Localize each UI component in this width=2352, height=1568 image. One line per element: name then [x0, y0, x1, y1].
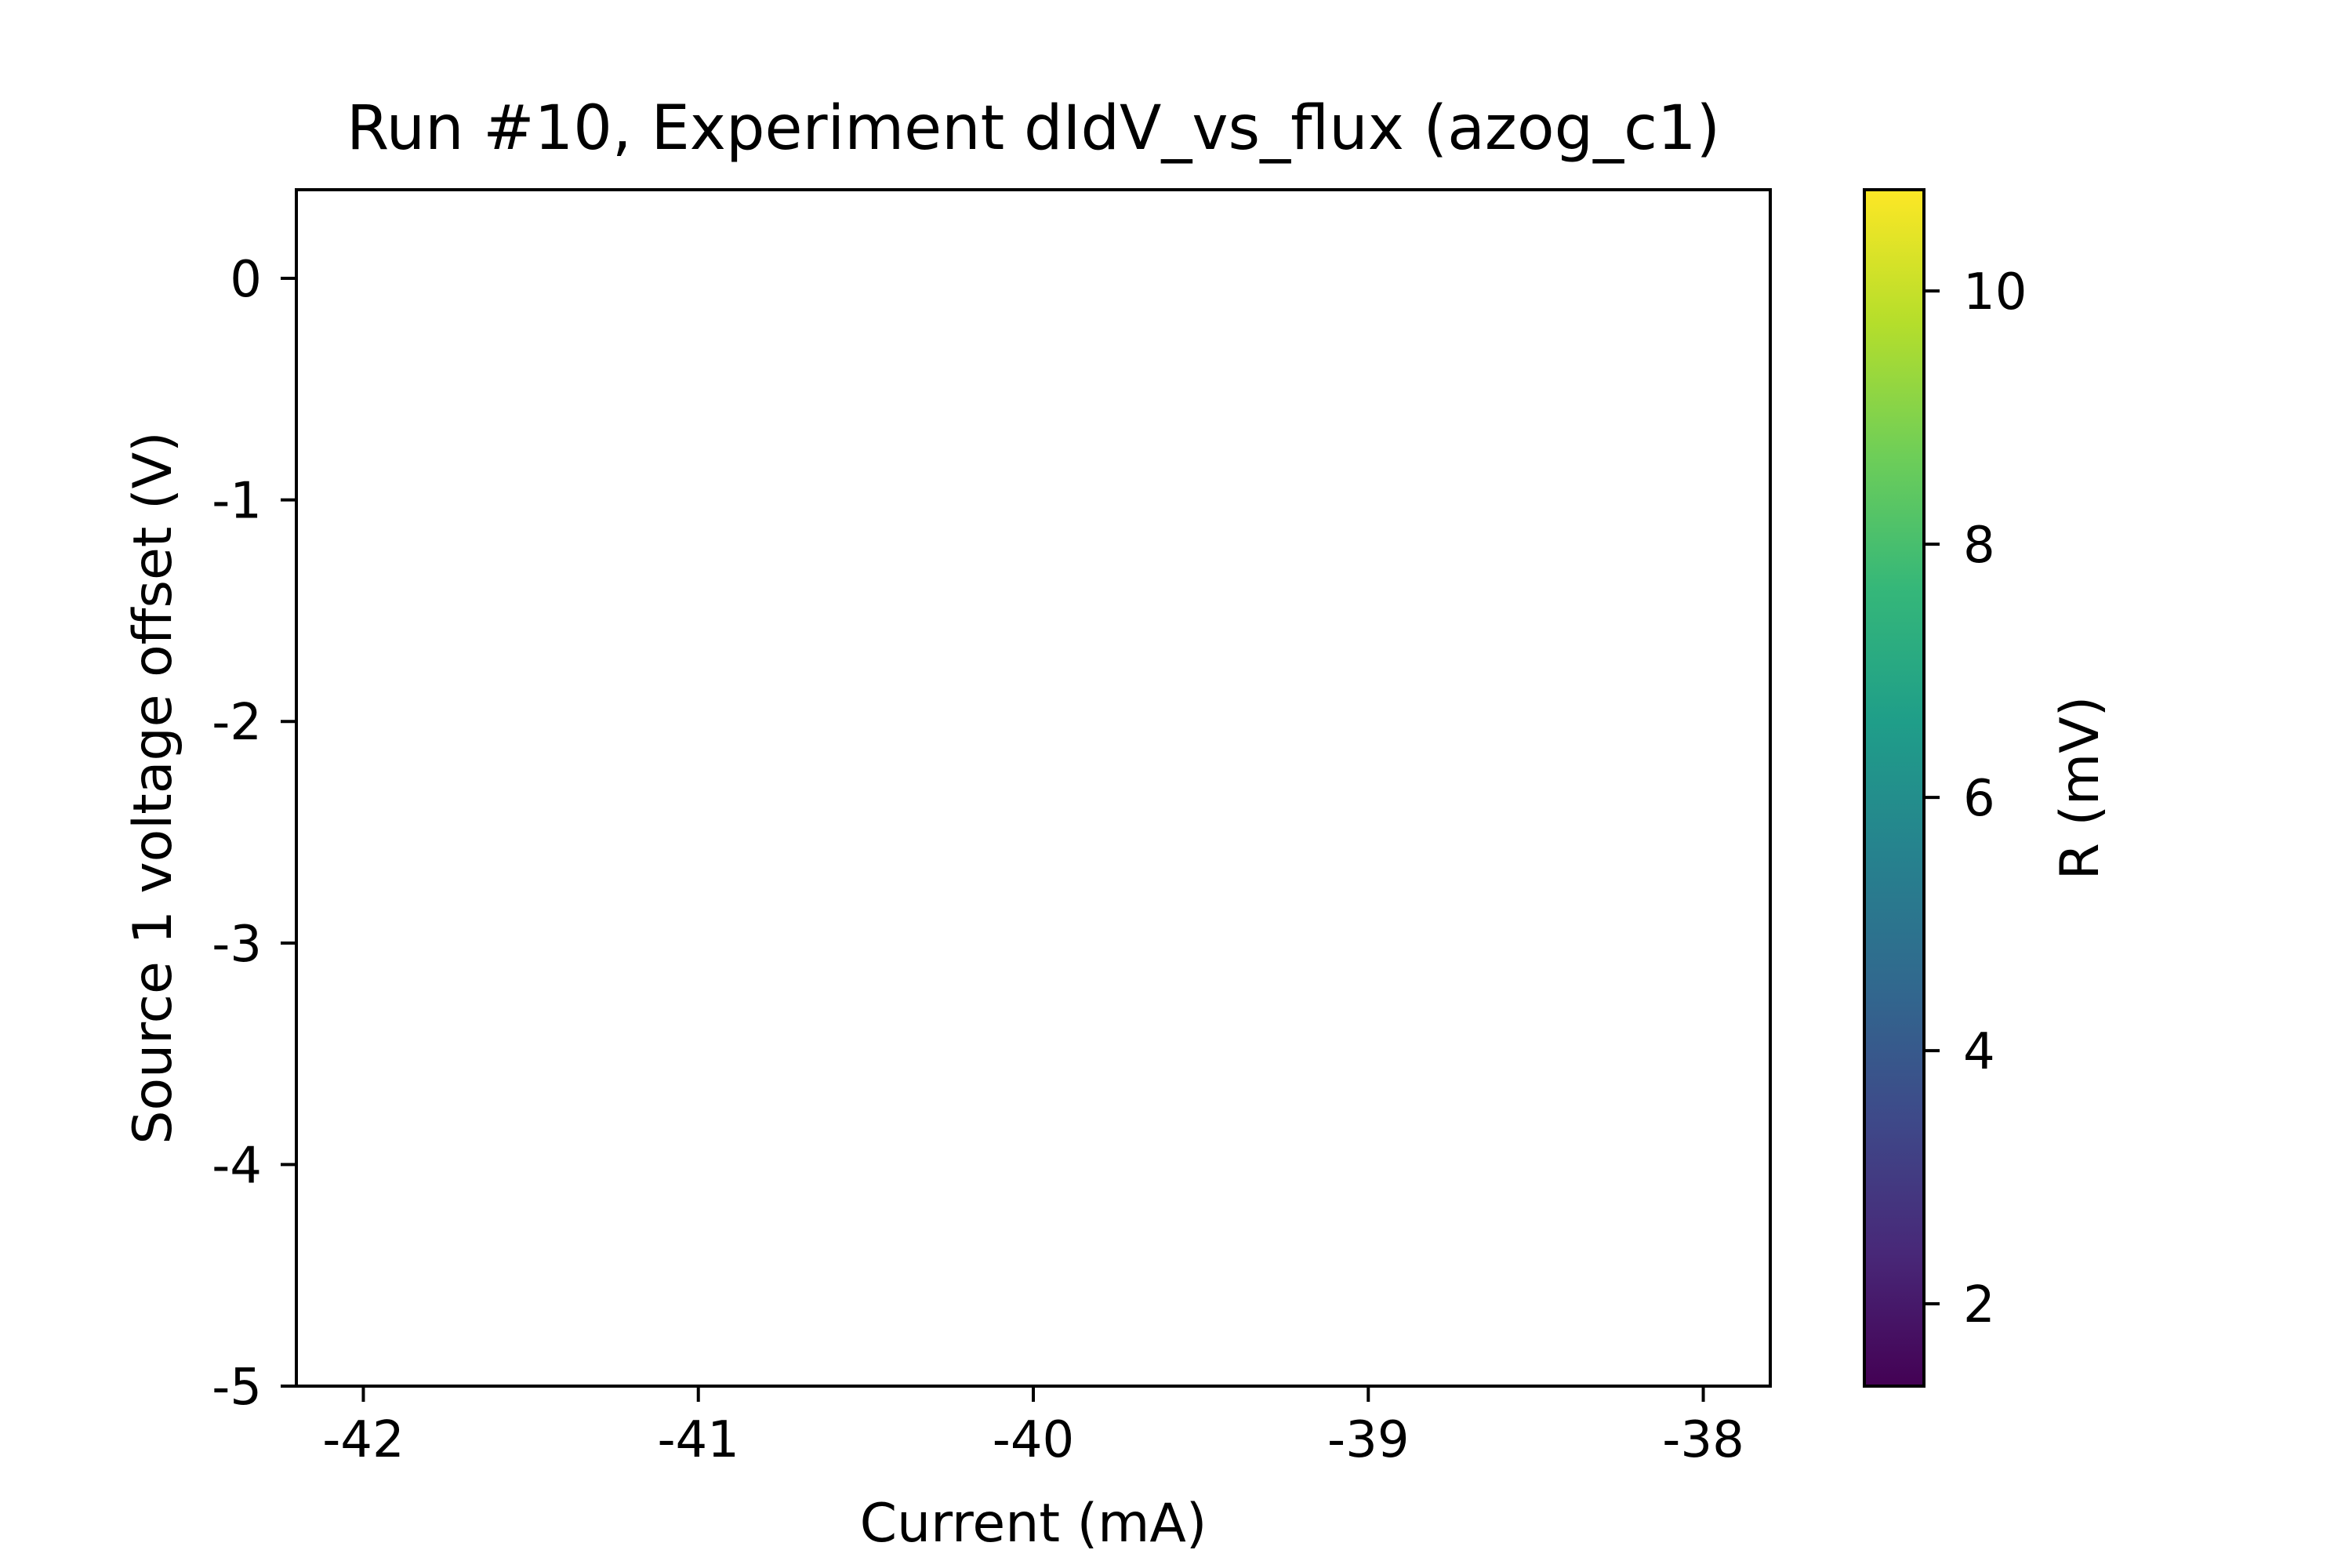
x-axis: -42 -41 -40 -39 -38 — [322, 1386, 1744, 1469]
y-axis: 0 -1 -2 -3 -4 -5 — [212, 251, 296, 1417]
colorbar-fill — [1864, 190, 1924, 1386]
y-axis-label: Source 1 voltage offset (V) — [122, 431, 184, 1144]
colorbar: 2 4 6 8 10 — [1863, 188, 2027, 1388]
chart-title: Run #10, Experiment dIdV_vs_flux (azog_c… — [347, 93, 1720, 164]
plot-frame — [295, 188, 1772, 1388]
colorbar-tick-label: 10 — [1963, 263, 2027, 321]
x-tick-label: -41 — [657, 1411, 739, 1469]
colorbar-tick-label: 6 — [1963, 770, 1995, 828]
y-tick-label: -4 — [212, 1137, 262, 1195]
x-axis-label: Current (mA) — [860, 1493, 1207, 1555]
y-tick-label: -1 — [212, 473, 262, 531]
x-tick-label: -40 — [993, 1411, 1075, 1469]
colorbar-tick-label: 4 — [1963, 1023, 1995, 1081]
y-tick-label: 0 — [230, 251, 262, 309]
colorbar-frame — [1863, 188, 1926, 1388]
x-tick-label: -39 — [1327, 1411, 1410, 1469]
y-tick-label: -2 — [212, 694, 262, 752]
colorbar-tick-label: 8 — [1963, 517, 1995, 575]
x-tick-label: -42 — [322, 1411, 405, 1469]
colorbar-tick-label: 2 — [1963, 1276, 1995, 1334]
y-tick-label: -5 — [212, 1359, 262, 1417]
x-tick-label: -38 — [1662, 1411, 1744, 1469]
y-tick-label: -3 — [212, 916, 262, 974]
colorbar-ticks: 2 4 6 8 10 — [1924, 263, 2027, 1334]
plot-area — [295, 188, 1772, 1388]
colorbar-label: R (mV) — [2049, 696, 2111, 880]
